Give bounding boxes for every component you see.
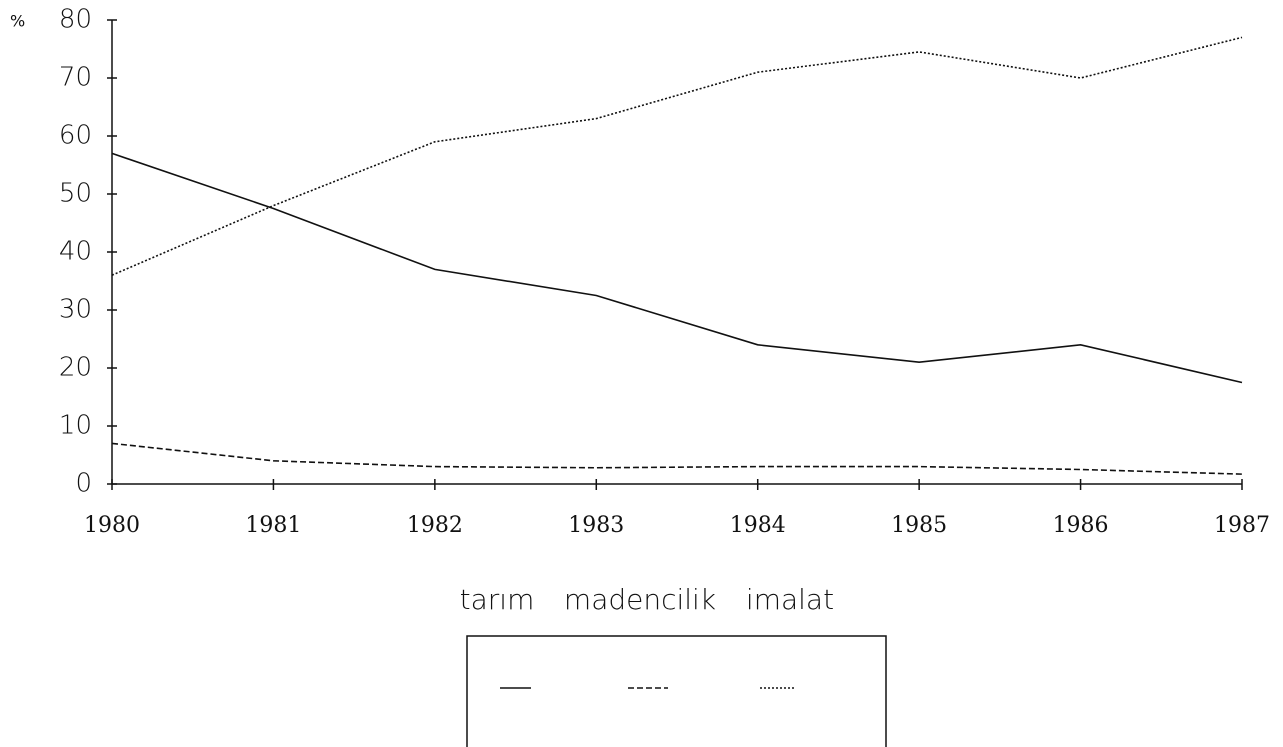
y-tick-label: 80 [59, 5, 92, 35]
x-tick-label: 1985 [891, 513, 947, 538]
series-line [111, 442, 1243, 475]
legend-box [466, 635, 887, 747]
legend-label: tarım [460, 583, 535, 616]
x-tick-label: 1982 [407, 513, 463, 538]
legend-label: madencilik [564, 583, 716, 616]
y-tick-label: 60 [59, 121, 92, 151]
y-tick-label: 30 [59, 295, 92, 325]
legend-label: imalat [746, 583, 834, 616]
y-tick-label: 70 [59, 63, 92, 93]
y-tick-label: 50 [59, 179, 92, 209]
x-tick-label: 1986 [1053, 513, 1109, 538]
series-line [111, 152, 1243, 384]
y-tick-label: 0 [75, 469, 92, 499]
x-tick-label: 1980 [84, 513, 140, 538]
x-tick-label: 1983 [568, 513, 624, 538]
y-axis-label: % [10, 12, 25, 31]
x-tick-label: 1987 [1214, 513, 1270, 538]
y-tick-label: 40 [59, 237, 92, 267]
y-tick-label: 10 [59, 411, 92, 441]
x-tick-label: 1981 [245, 513, 301, 538]
y-tick-label: 20 [59, 353, 92, 383]
series-line [111, 36, 1243, 276]
x-tick-label: 1984 [730, 513, 786, 538]
